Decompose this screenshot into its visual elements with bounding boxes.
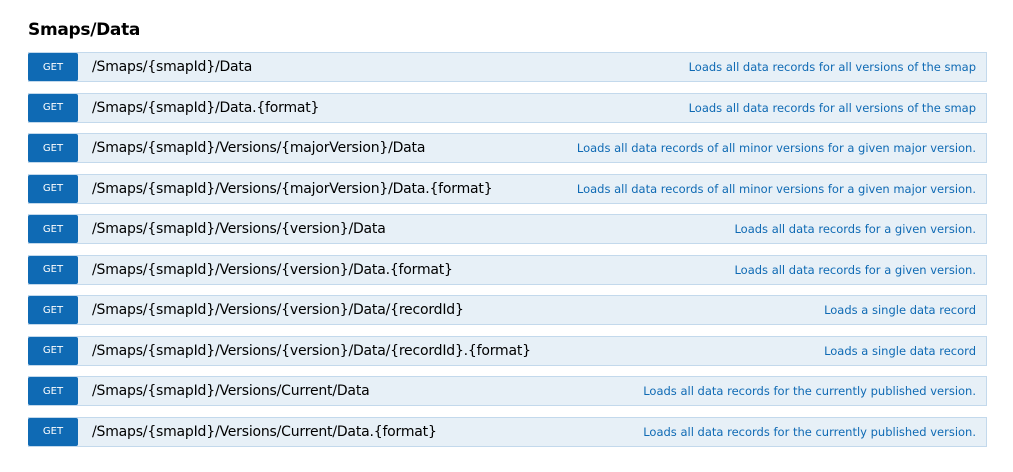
method-badge[interactable]: GET	[28, 417, 78, 446]
operation-description[interactable]: Loads all data records of all minor vers…	[576, 141, 976, 155]
operation-description[interactable]: Loads all data records for all versions …	[688, 60, 976, 74]
operation-description[interactable]: Loads all data records of all minor vers…	[576, 181, 976, 196]
operation-path[interactable]: /Smaps/{smapId}/Data.{format}	[92, 99, 320, 116]
operation-row[interactable]: GET/Smaps/{smapId}/Versions/{majorVersio…	[28, 173, 987, 204]
operation-description[interactable]: Loads all data records for a given versi…	[734, 222, 976, 236]
operation-path[interactable]: /Smaps/{smapId}/Data	[92, 59, 253, 75]
operation-row[interactable]: GET/Smaps/{smapId}/Versions/{version}/Da…	[28, 214, 987, 244]
operation-description[interactable]: Loads all data records for all versions …	[688, 100, 976, 115]
operation-path[interactable]: /Smaps/{smapId}/Versions/{version}/Data/…	[92, 342, 531, 359]
operation-path[interactable]: /Smaps/{smapId}/Versions/{version}/Data	[92, 221, 386, 237]
operation-row[interactable]: GET/Smaps/{smapId}/Versions/Current/Data…	[28, 376, 987, 406]
method-badge[interactable]: GET	[28, 174, 78, 203]
operation-description[interactable]: Loads a single data record	[824, 303, 976, 317]
method-badge[interactable]: GET	[28, 134, 78, 162]
operation-row[interactable]: GET/Smaps/{smapId}/Versions/{majorVersio…	[28, 133, 987, 163]
operation-description[interactable]: Loads all data records for the currently…	[643, 384, 976, 398]
operation-row[interactable]: GET/Smaps/{smapId}/Versions/{version}/Da…	[28, 254, 987, 285]
method-badge[interactable]: GET	[28, 215, 78, 243]
operation-row[interactable]: GET/Smaps/{smapId}/Versions/{version}/Da…	[28, 295, 987, 325]
operation-path[interactable]: /Smaps/{smapId}/Versions/Current/Data.{f…	[92, 423, 437, 440]
operation-path[interactable]: /Smaps/{smapId}/Versions/{majorVersion}/…	[92, 180, 493, 197]
method-badge[interactable]: GET	[28, 336, 78, 365]
operation-row[interactable]: GET/Smaps/{smapId}/Data.{format} Loads al…	[28, 92, 987, 123]
operation-row[interactable]: GET/Smaps/{smapId}/Versions/{version}/Da…	[28, 335, 987, 366]
operation-path[interactable]: /Smaps/{smapId}/Versions/{version}/Data.…	[92, 261, 453, 278]
operation-row[interactable]: GET/Smaps/{smapId}/Versions/Current/Data…	[28, 416, 987, 447]
operation-description[interactable]: Loads all data records for a given versi…	[734, 262, 976, 277]
method-badge[interactable]: GET	[28, 53, 78, 81]
operations-list: GET/Smaps/{smapId}/Data Loads all data re…	[28, 52, 987, 457]
operation-path[interactable]: /Smaps/{smapId}/Versions/Current/Data	[92, 383, 370, 399]
method-badge[interactable]: GET	[28, 377, 78, 405]
operation-row[interactable]: GET/Smaps/{smapId}/Data Loads all data re…	[28, 52, 987, 82]
section-title[interactable]: Smaps/Data	[28, 20, 141, 40]
method-badge[interactable]: GET	[28, 93, 78, 122]
operation-path[interactable]: /Smaps/{smapId}/Versions/{version}/Data/…	[92, 302, 464, 318]
method-badge[interactable]: GET	[28, 296, 78, 324]
operation-path[interactable]: /Smaps/{smapId}/Versions/{majorVersion}/…	[92, 140, 426, 156]
operation-description[interactable]: Loads all data records for the currently…	[643, 424, 976, 439]
operation-description[interactable]: Loads a single data record	[824, 343, 976, 358]
method-badge[interactable]: GET	[28, 255, 78, 284]
